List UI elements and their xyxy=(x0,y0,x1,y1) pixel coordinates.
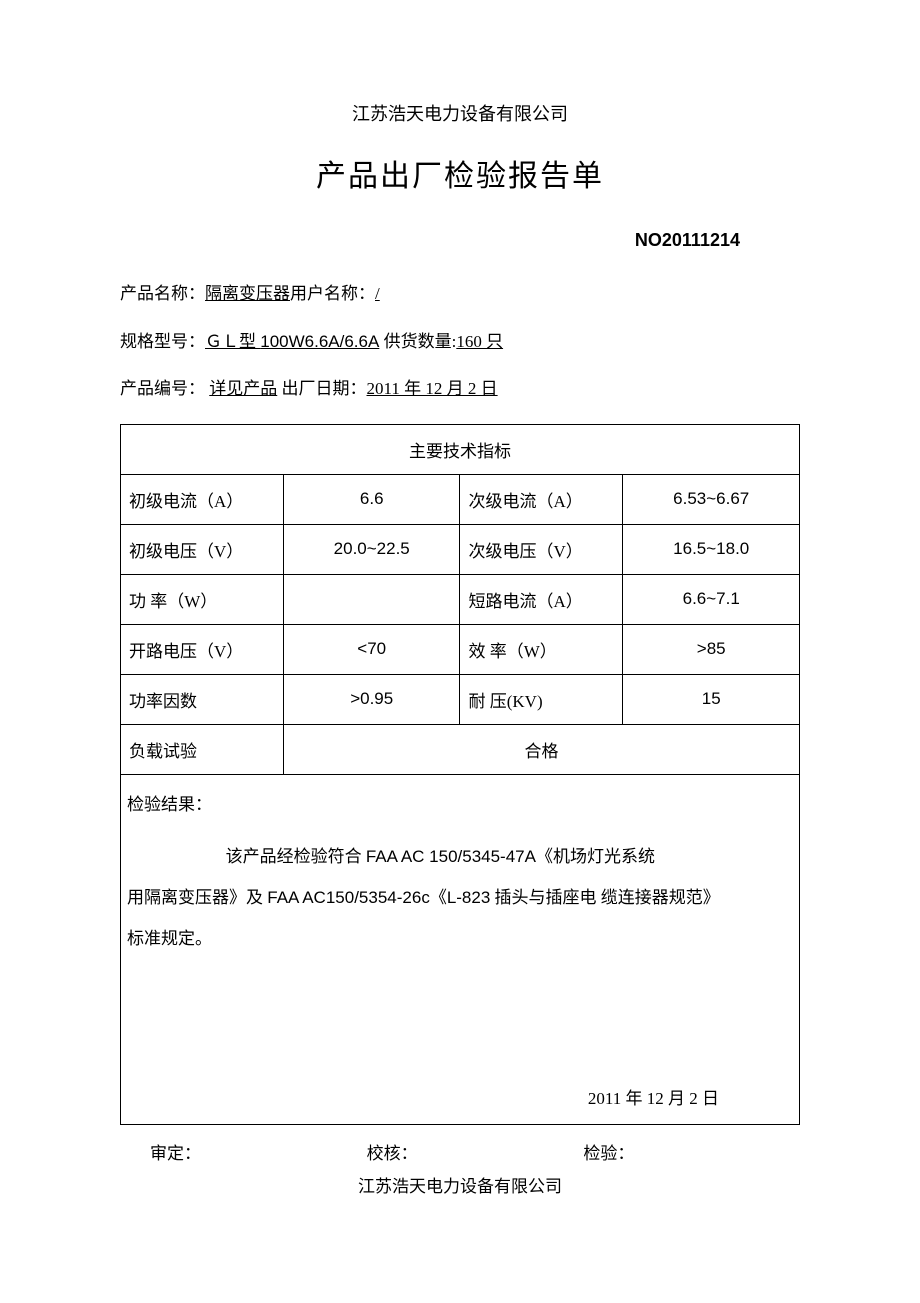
table-row: 功 率（W） 短路电流（A） 6.6~7.1 xyxy=(121,574,800,624)
result-line1: 该产品经检验符合 FAA AC 150/5345-47A《机场灯光系统 xyxy=(127,837,793,878)
model-latin: 100W6.6A/6.6A xyxy=(260,332,379,351)
qty-label: 供货数量: xyxy=(379,332,456,351)
table-row: 初级电压（V） 20.0~22.5 次级电压（V） 16.5~18.0 xyxy=(121,524,800,574)
load-test-label: 负载试验 xyxy=(121,724,284,774)
model-label: 规格型号： xyxy=(120,332,205,351)
cell-label: 开路电压（V） xyxy=(121,624,284,674)
cell-label: 初级电压（V） xyxy=(121,524,284,574)
cell-value: >0.95 xyxy=(283,674,460,724)
cell-label: 次级电压（V） xyxy=(460,524,623,574)
company-header: 江苏浩天电力设备有限公司 xyxy=(120,100,800,126)
cell-value: <70 xyxy=(283,624,460,674)
cell-label: 初级电流（A） xyxy=(121,474,284,524)
result-l1-pre: 该产品经检验符合 xyxy=(226,847,366,866)
cell-label: 耐 压(KV) xyxy=(460,674,623,724)
pn-label: 产品编号： xyxy=(120,379,205,398)
user-value: / xyxy=(375,284,380,303)
result-l2-pre: 用隔离变压器》及 xyxy=(127,888,267,907)
model-mid: 型 xyxy=(239,332,260,351)
result-l1-post: 《机场灯光系统 xyxy=(536,847,655,866)
load-test-value: 合格 xyxy=(283,724,799,774)
cell-value: 15 xyxy=(623,674,800,724)
date-value: 2011 年 12 月 2 日 xyxy=(367,379,498,398)
user-label: 用户名称： xyxy=(290,284,375,303)
table-title: 主要技术指标 xyxy=(121,424,800,474)
signature-line: 审定： 校核： 检验： xyxy=(120,1139,800,1164)
result-line3: 标准规定。 xyxy=(127,919,793,960)
result-l823: L-823 xyxy=(447,888,490,907)
result-section: 检验结果： 该产品经检验符合 FAA AC 150/5345-47A《机场灯光系… xyxy=(120,775,800,1125)
table-row: 功率因数 >0.95 耐 压(KV) 15 xyxy=(121,674,800,724)
result-line2: 用隔离变压器》及 FAA AC150/5354-26c《L-823 插头与插座电… xyxy=(127,878,793,919)
cell-label: 功率因数 xyxy=(121,674,284,724)
sign-check: 校核： xyxy=(367,1139,584,1164)
info-model-line: 规格型号：ＧＬ型 100W6.6A/6.6A 供货数量:160 只 xyxy=(120,329,800,355)
result-l2-mid: 《 xyxy=(430,888,447,907)
product-value: 隔离变压器 xyxy=(205,284,290,303)
result-heading: 检验结果： xyxy=(127,785,793,826)
cell-label: 功 率（W） xyxy=(121,574,284,624)
table-row: 开路电压（V） <70 效 率（W） >85 xyxy=(121,624,800,674)
date-label: 出厂日期： xyxy=(277,379,366,398)
result-std2: FAA AC150/5354-26c xyxy=(267,888,430,907)
qty-value: 160 只 xyxy=(456,332,503,351)
main-title: 产品出厂检验报告单 xyxy=(120,151,800,195)
product-label: 产品名称： xyxy=(120,284,205,303)
model-prefix: ＧＬ xyxy=(205,332,239,351)
cell-value: 6.6 xyxy=(283,474,460,524)
result-l2-post: 插头与插座电 缆连接器规范》 xyxy=(490,888,720,907)
table-row-load: 负载试验 合格 xyxy=(121,724,800,774)
sign-inspect: 检验： xyxy=(583,1139,800,1164)
spec-table: 主要技术指标 初级电流（A） 6.6 次级电流（A） 6.53~6.67 初级电… xyxy=(120,424,800,775)
cell-value: 20.0~22.5 xyxy=(283,524,460,574)
cell-label: 效 率（W） xyxy=(460,624,623,674)
info-product-line: 产品名称：隔离变压器用户名称：/ xyxy=(120,281,800,307)
cell-value: 16.5~18.0 xyxy=(623,524,800,574)
result-std1: FAA AC 150/5345-47A xyxy=(366,847,536,866)
info-pn-line: 产品编号： 详见产品 出厂日期：2011 年 12 月 2 日 xyxy=(120,376,800,402)
cell-label: 次级电流（A） xyxy=(460,474,623,524)
cell-label: 短路电流（A） xyxy=(460,574,623,624)
cell-value: 6.53~6.67 xyxy=(623,474,800,524)
cell-value xyxy=(283,574,460,624)
pn-value: 详见产品 xyxy=(209,379,277,398)
footer-company: 江苏浩天电力设备有限公司 xyxy=(120,1172,800,1197)
cell-value: >85 xyxy=(623,624,800,674)
document-number: NO20111214 xyxy=(120,230,800,251)
sign-approve: 审定： xyxy=(150,1139,367,1164)
cell-value: 6.6~7.1 xyxy=(623,574,800,624)
table-row: 初级电流（A） 6.6 次级电流（A） 6.53~6.67 xyxy=(121,474,800,524)
result-date: 2011 年 12 月 2 日 xyxy=(588,1079,719,1120)
